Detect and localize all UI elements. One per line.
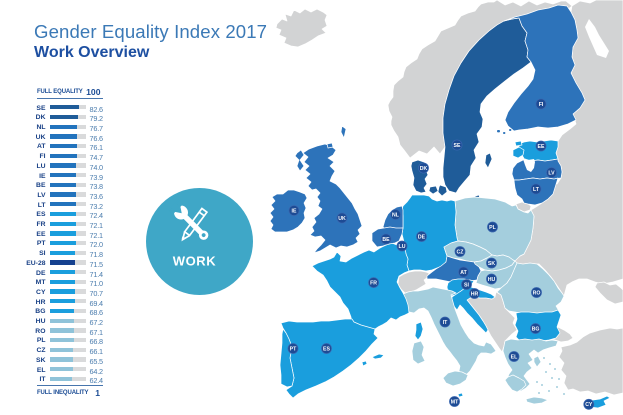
svg-text:NL: NL [392, 212, 400, 218]
svg-text:LU: LU [399, 244, 406, 250]
svg-text:CY: CY [585, 402, 593, 408]
svg-text:IT: IT [443, 320, 448, 326]
svg-text:LV: LV [548, 170, 555, 176]
svg-text:PL: PL [489, 225, 496, 231]
svg-text:FR: FR [370, 280, 377, 286]
svg-text:SK: SK [488, 261, 495, 267]
svg-text:EL: EL [511, 354, 518, 360]
svg-text:MT: MT [451, 399, 459, 405]
svg-text:FI: FI [539, 102, 544, 108]
svg-text:HU: HU [488, 277, 496, 283]
svg-text:HR: HR [471, 291, 479, 297]
svg-text:SI: SI [464, 282, 469, 288]
svg-text:DE: DE [418, 234, 426, 240]
svg-text:LT: LT [533, 187, 540, 193]
svg-text:UK: UK [338, 216, 346, 222]
svg-text:DK: DK [420, 166, 428, 172]
svg-text:CZ: CZ [457, 249, 465, 255]
svg-text:ES: ES [323, 346, 330, 352]
svg-text:AT: AT [460, 270, 467, 276]
svg-text:SE: SE [454, 143, 461, 149]
svg-text:RO: RO [533, 290, 541, 296]
svg-text:WORK: WORK [173, 254, 217, 269]
svg-text:IE: IE [292, 208, 297, 214]
svg-text:BE: BE [382, 237, 390, 243]
svg-text:BG: BG [532, 326, 540, 332]
svg-text:EE: EE [538, 144, 545, 150]
svg-text:PT: PT [290, 346, 297, 352]
